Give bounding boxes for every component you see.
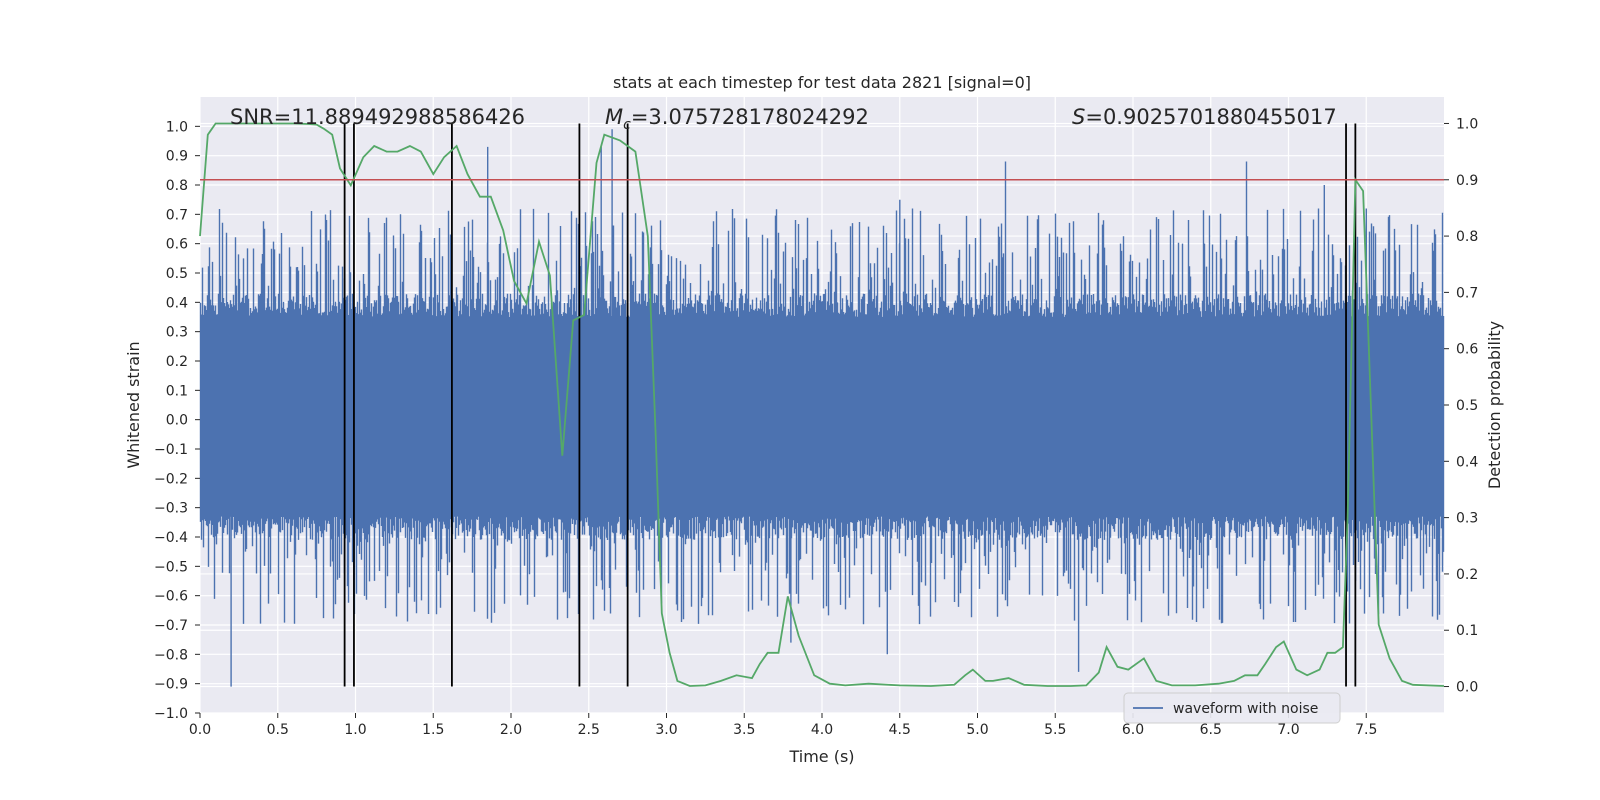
x-tick-label: 3.0 — [655, 722, 677, 738]
y-tick-label-left: 0.6 — [166, 237, 188, 253]
legend-box — [1123, 692, 1341, 724]
y-tick-label-left: −0.3 — [154, 501, 188, 517]
y-tick-label-left: 0.7 — [166, 207, 188, 223]
x-tick-label: 0.5 — [267, 722, 289, 738]
y-tick-label-right: 0.4 — [1456, 454, 1478, 470]
y-tick-label-right: 0.9 — [1456, 173, 1478, 189]
x-tick-label: 7.0 — [1277, 722, 1299, 738]
snr-annotation: SNR=11.889492988586426 — [230, 105, 525, 129]
y-tick-label-right: 1.0 — [1456, 116, 1478, 132]
x-tick-label: 4.0 — [811, 722, 833, 738]
x-tick-label: 4.5 — [889, 722, 911, 738]
y-tick-label-left: −0.9 — [154, 677, 188, 693]
y-tick-label-left: 0.5 — [166, 266, 188, 282]
x-tick-label: 3.5 — [733, 722, 755, 738]
s-value: =0.9025701880455017 — [1085, 105, 1336, 129]
y-tick-label-right: 0.7 — [1456, 285, 1478, 301]
y-tick-label-right: 0.8 — [1456, 229, 1478, 245]
y-tick-label-left: −0.6 — [154, 589, 188, 605]
y-tick-label-left: −0.5 — [154, 559, 188, 575]
y-tick-label-left: −0.1 — [154, 442, 188, 458]
probability-series — [199, 122, 1445, 687]
y-tick-label-left: 0.9 — [166, 149, 188, 165]
y-axis-label-right: Detection probability — [1485, 321, 1504, 489]
chirp-mass-symbol: M — [605, 105, 623, 129]
x-tick-label: 2.0 — [500, 722, 522, 738]
x-tick-label: 7.5 — [1355, 722, 1377, 738]
x-tick-label: 2.5 — [578, 722, 600, 738]
legend-entry-waveform: waveform with noise — [1173, 701, 1318, 717]
y-tick-label-left: −0.4 — [154, 530, 188, 546]
x-tick-label: 0.0 — [189, 722, 211, 738]
chirp-mass-value: =3.075728178024292 — [631, 105, 869, 129]
y-tick-label-right: 0.3 — [1456, 511, 1478, 527]
y-tick-label-left: −0.2 — [154, 471, 188, 487]
s-annotation: S=0.9025701880455017 — [1072, 105, 1337, 129]
x-tick-label: 5.0 — [966, 722, 988, 738]
y-tick-label-left: −0.8 — [154, 647, 188, 663]
x-tick-label: 5.5 — [1044, 722, 1066, 738]
x-tick-label: 1.5 — [422, 722, 444, 738]
probability-line — [199, 122, 1445, 687]
y-tick-label-right: 0.6 — [1456, 342, 1478, 358]
x-tick-label: 6.5 — [1200, 722, 1222, 738]
y-axis-label-left: Whitened strain — [124, 341, 143, 468]
axes: 0.0 0.5 1.0 1.5 2.0 2.5 3.0 3.5 4.0 4.5 5.0 5.5 6.0 6… — [154, 116, 1478, 738]
x-tick-label: 1.0 — [344, 722, 366, 738]
y-tick-label-left: 1.0 — [166, 119, 188, 135]
y-tick-label-left: −1.0 — [154, 706, 188, 722]
y-tick-label-left: 0.4 — [166, 295, 188, 311]
waveform-series — [199, 129, 1445, 687]
y-tick-label-left: −0.7 — [154, 618, 188, 634]
waveform-dense-band — [200, 322, 1444, 511]
y-tick-label-right: 0.1 — [1456, 623, 1478, 639]
chirp-mass-annotation: Mc=3.075728178024292 — [605, 105, 869, 133]
y-tick-label-right: 0.5 — [1456, 398, 1478, 414]
s-symbol: S — [1072, 105, 1085, 129]
y-tick-label-left: 0.2 — [166, 354, 188, 370]
chirp-mass-subscript: c — [623, 117, 631, 133]
x-tick-label: 6.0 — [1122, 722, 1144, 738]
legend: waveform with noise — [1123, 692, 1341, 724]
chart-title: stats at each timestep for test data 282… — [613, 73, 1031, 92]
y-tick-label-right: 0.2 — [1456, 567, 1478, 583]
y-tick-label-left: 0.8 — [166, 178, 188, 194]
y-tick-label-left: 0.1 — [166, 383, 188, 399]
y-tick-label-right: 0.0 — [1456, 680, 1478, 696]
y-tick-label-left: 0.0 — [166, 413, 188, 429]
x-axis-label: Time (s) — [788, 747, 854, 766]
y-tick-label-left: 0.3 — [166, 325, 188, 341]
